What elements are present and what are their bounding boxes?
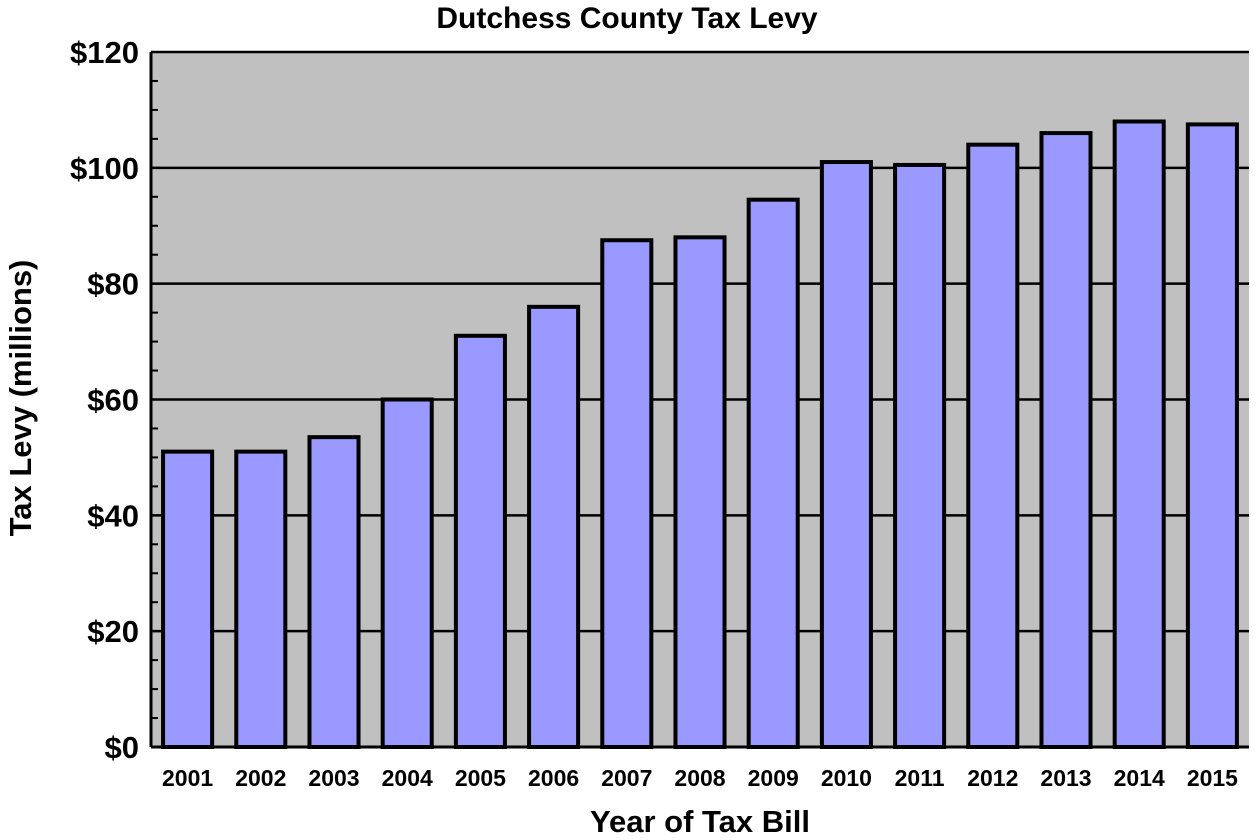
x-axis-title: Year of Tax Bill	[590, 804, 810, 839]
y-tick-label: $0	[105, 730, 139, 765]
x-tick-label: 2006	[528, 765, 579, 791]
bars	[161, 119, 1239, 750]
bar-2001	[161, 449, 215, 749]
x-tick-label: 2011	[895, 765, 945, 791]
bar-2015	[1185, 122, 1239, 750]
x-tick-labels: 2001 2002 2003 2004 2005 2006 2007 2008 2009 2010…	[162, 765, 1238, 791]
y-tick-label: $80	[87, 267, 139, 302]
y-tick-label: $20	[87, 614, 139, 649]
bar-2013	[1039, 131, 1093, 750]
bar-2009	[746, 197, 800, 749]
x-tick-label: 2012	[967, 765, 1018, 791]
bar-2003	[307, 435, 361, 749]
bar-2004	[380, 397, 434, 749]
y-tick-labels: $0 $20 $40 $60 $80 $100 $120	[70, 35, 139, 765]
y-axis-title: Tax Levy (millions)	[3, 260, 38, 537]
x-tick-label: 2013	[1040, 765, 1091, 791]
bar-2014	[1112, 119, 1166, 749]
bar-2007	[600, 238, 654, 750]
y-tick-label: $100	[70, 151, 139, 186]
x-tick-label: 2002	[235, 765, 286, 791]
x-tick-label: 2003	[308, 765, 359, 791]
x-tick-label: 2008	[674, 765, 725, 791]
y-tick-label: $120	[70, 35, 139, 70]
x-tick-label: 2005	[455, 765, 506, 791]
x-tick-label: 2015	[1187, 765, 1238, 791]
x-tick-label: 2007	[601, 765, 652, 791]
bar-2011	[893, 162, 947, 749]
y-tick-label: $40	[87, 498, 139, 533]
bar-2006	[527, 304, 581, 749]
y-tick-label: $60	[87, 383, 139, 418]
x-tick-label: 2001	[162, 765, 213, 791]
bar-2008	[673, 235, 727, 749]
axes	[149, 51, 1249, 749]
bar-2005	[453, 333, 507, 749]
x-tick-label: 2009	[748, 765, 799, 791]
x-tick-label: 2010	[821, 765, 872, 791]
chart-title: Dutchess County Tax Levy	[436, 2, 818, 35]
x-tick-label: 2014	[1114, 765, 1165, 791]
bar-2002	[234, 449, 288, 749]
x-tick-label: 2004	[382, 765, 433, 791]
bar-2010	[819, 160, 873, 749]
bar-2012	[966, 142, 1020, 749]
